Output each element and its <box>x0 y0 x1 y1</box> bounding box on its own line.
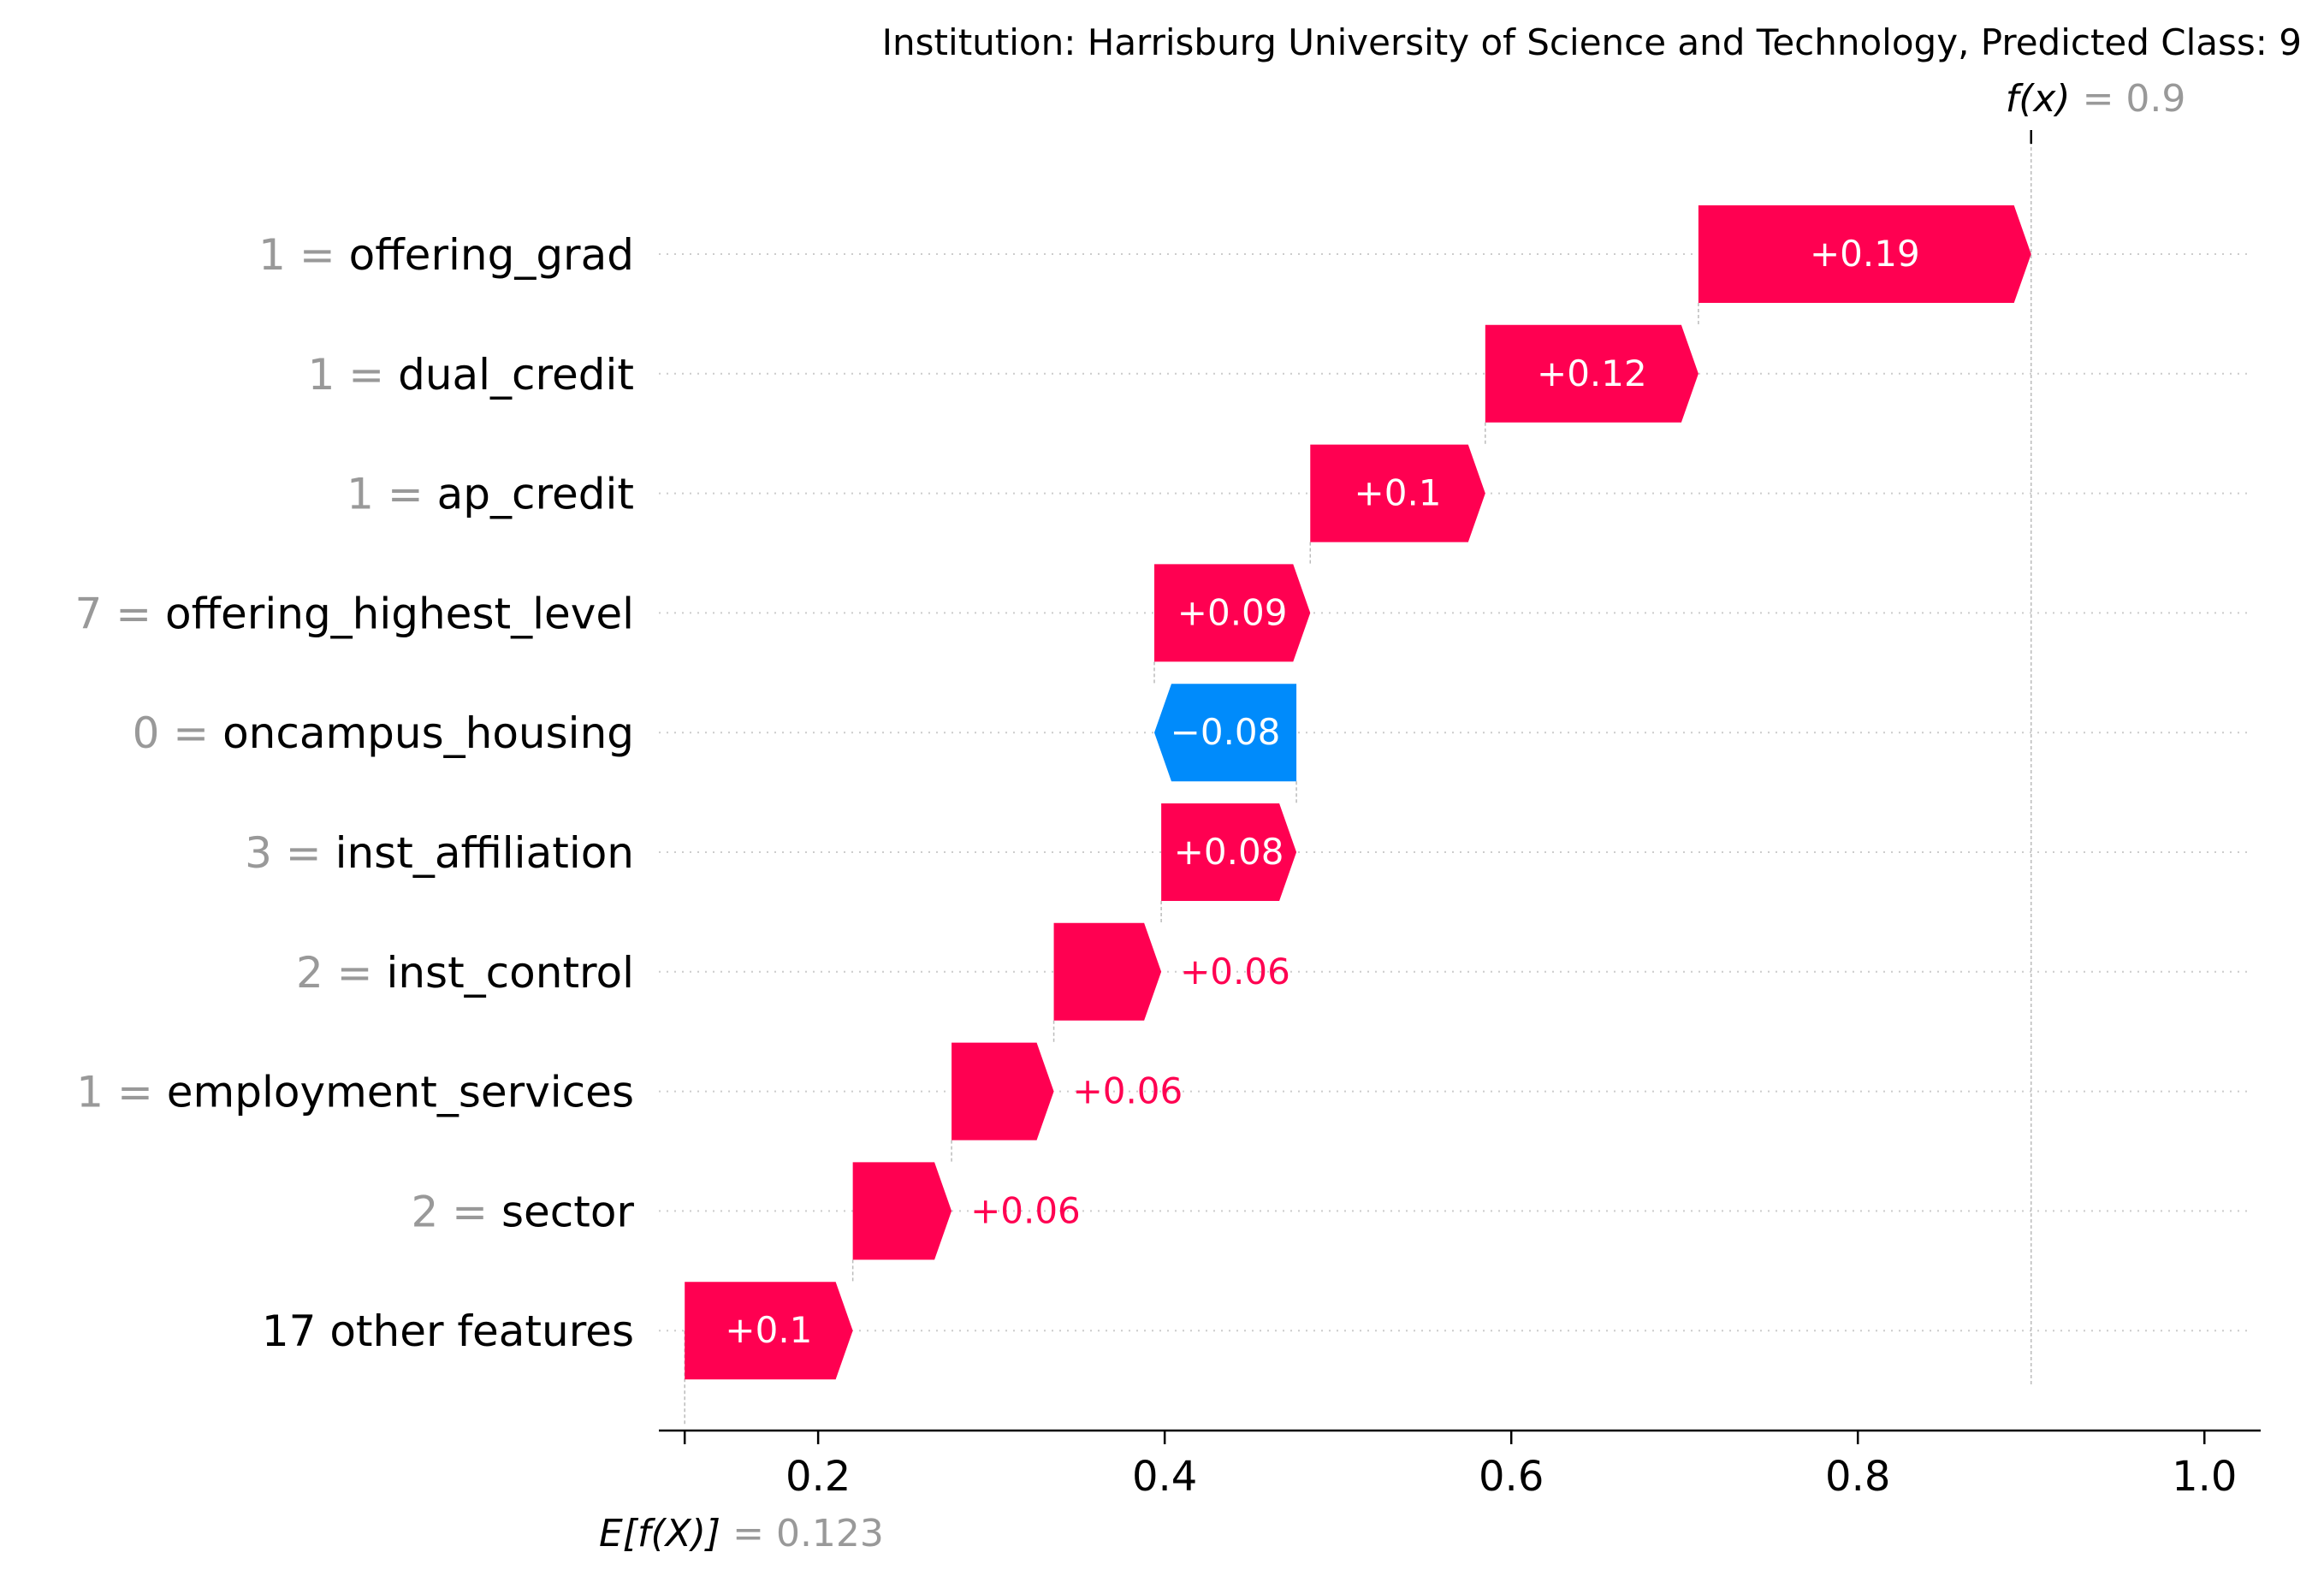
fx-value: = 0.9 <box>2083 77 2186 121</box>
x-tick-label: 0.4 <box>1132 1453 1197 1501</box>
bar-offering_highest_level <box>1154 564 1311 662</box>
feature-value: 1 = <box>258 230 349 280</box>
x-tick-label: 0.2 <box>786 1453 851 1501</box>
fx-label: f(x) <box>2006 77 2083 121</box>
feature-name: dual_credit <box>398 350 634 400</box>
feature-name: inst_control <box>386 948 634 998</box>
contribution-label: −0.08 <box>1171 711 1281 753</box>
feature-label: 2 = inst_control <box>296 948 634 998</box>
bar-oncampus_housing <box>1154 684 1297 782</box>
fx-annotation: f(x) = 0.9 <box>2006 77 2186 121</box>
efx-annotation: E[f(X)] = 0.123 <box>599 1512 884 1555</box>
feature-label: 1 = offering_grad <box>258 230 634 280</box>
feature-label: 2 = sector <box>411 1187 634 1236</box>
contribution-label: +0.09 <box>1177 591 1288 633</box>
x-tick-label: 1.0 <box>2172 1453 2237 1501</box>
bar-sector <box>852 1162 952 1260</box>
bar-employment_services <box>952 1042 1054 1141</box>
feature-value: 1 = <box>308 350 399 400</box>
feature-value: 1 = <box>347 470 437 519</box>
feature-name: offering_highest_level <box>165 589 634 638</box>
feature-name: employment_services <box>167 1068 634 1117</box>
contribution-label: +0.06 <box>970 1189 1081 1231</box>
x-tick-label: 0.8 <box>1825 1453 1890 1501</box>
feature-value: 3 = <box>245 828 335 878</box>
bars: +0.19 +0.12 +0.1 +0.09 −0.08 +0.08 +0.06 +0.06 +… <box>685 205 2031 1380</box>
feature-name: inst_affiliation <box>335 828 634 878</box>
feature-value: 0 = <box>133 708 223 758</box>
bar-inst_affiliation <box>1161 803 1297 901</box>
annotations: f(x) = 0.9 E[f(X)] = 0.123 <box>599 77 2185 1555</box>
feature-value: 2 = <box>296 948 387 998</box>
bar-dual_credit <box>1485 324 1699 423</box>
bar-ap_credit <box>1310 444 1485 542</box>
contribution-label: +0.1 <box>1355 472 1442 514</box>
feature-value: 2 = <box>411 1187 501 1236</box>
efx-label: E[f(X)] <box>599 1512 732 1555</box>
x-axis: 0.2 0.4 0.6 0.8 1.0 <box>659 1429 2261 1501</box>
feature-label: 1 = ap_credit <box>347 470 634 519</box>
feature-label: 3 = inst_affiliation <box>245 828 634 878</box>
contribution-label: +0.12 <box>1537 353 1647 394</box>
feature-name: oncampus_housing <box>222 708 634 758</box>
feature-label: 1 = employment_services <box>76 1068 634 1117</box>
feature-value: 1 = <box>76 1068 167 1117</box>
bar-offering_grad <box>1698 205 2031 303</box>
bar-inst_control <box>1053 922 1162 1021</box>
feature-label: 17 other features <box>262 1306 634 1356</box>
feature-label: 0 = oncampus_housing <box>133 708 634 758</box>
contribution-label: +0.1 <box>725 1309 812 1351</box>
contribution-label: +0.08 <box>1174 831 1284 873</box>
chart-title: Institution: Harrisburg University of Sc… <box>882 21 2302 63</box>
bar-17-other-features <box>685 1282 853 1380</box>
efx-value: = 0.123 <box>732 1512 884 1555</box>
feature-name: sector <box>501 1187 634 1236</box>
feature-name: offering_grad <box>349 230 634 280</box>
contribution-label: +0.06 <box>1180 951 1290 992</box>
x-tick-label: 0.6 <box>1479 1453 1544 1501</box>
feature-name: 17 other features <box>262 1306 634 1356</box>
feature-value: 7 = <box>75 589 166 638</box>
feature-label: 7 = offering_highest_level <box>75 589 635 638</box>
contribution-label: +0.19 <box>1810 233 1920 275</box>
contribution-label: +0.06 <box>1073 1070 1183 1112</box>
feature-name: ap_credit <box>437 470 634 519</box>
feature-label: 1 = dual_credit <box>308 350 634 400</box>
connector-lines <box>684 130 2032 1425</box>
